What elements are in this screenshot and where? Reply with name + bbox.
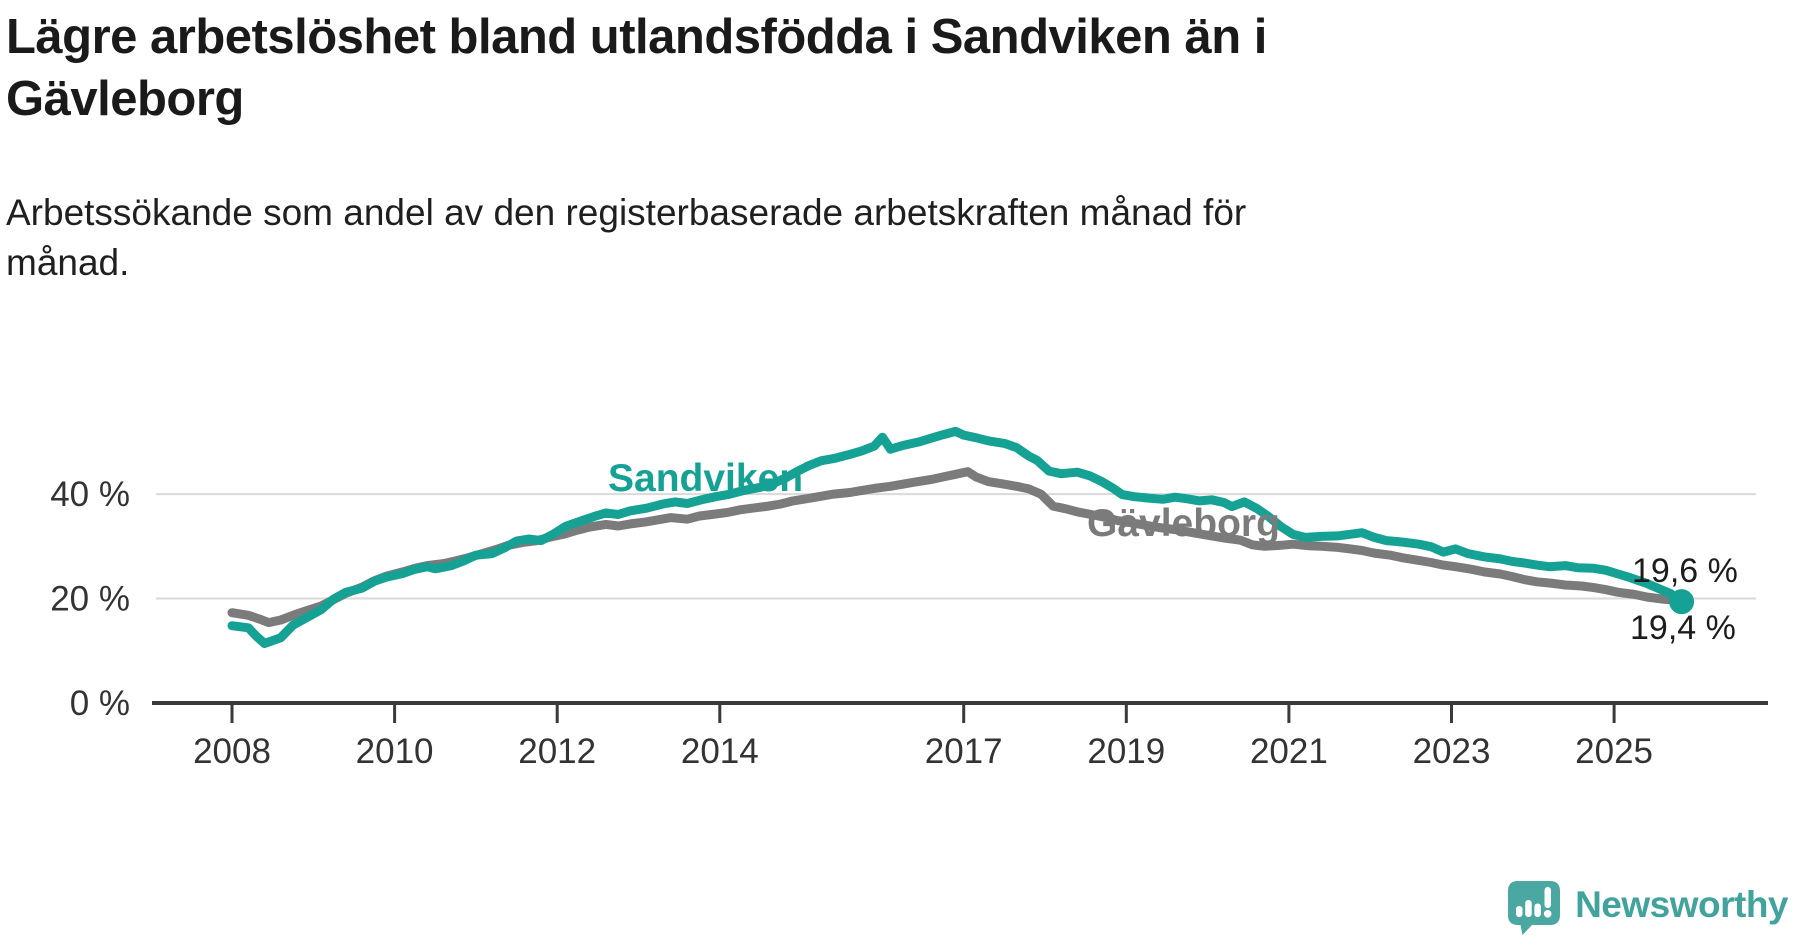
page-title-line1: Lägre arbetslöshet bland utlandsfödda i … — [6, 10, 1267, 64]
y-tick-label-20: 20 % — [50, 580, 130, 619]
y-tick-label-40: 40 % — [50, 475, 130, 514]
x-tick-label-2021: 2021 — [1250, 732, 1328, 771]
sandviken-line — [227, 426, 1687, 648]
page-title: Lägre arbetslöshet bland utlandsfödda i … — [6, 6, 1486, 130]
x-tick-label-2014: 2014 — [681, 732, 759, 771]
x-tick-label-2012: 2012 — [518, 732, 596, 771]
chart-subtitle: Arbetssökande som andel av den registerb… — [6, 188, 1486, 288]
series-label-gvleborg: Gävleborg — [1087, 502, 1280, 545]
x-tick-label-2008: 2008 — [193, 732, 271, 771]
newsworthy-logo-text: Newsworthy — [1575, 884, 1788, 925]
x-tick-label-2017: 2017 — [925, 732, 1003, 771]
chart-subtitle-line1: Arbetssökande som andel av den registerb… — [6, 192, 1247, 233]
x-tick-label-2010: 2010 — [356, 732, 434, 771]
series-label-sandviken: Sandviken — [608, 457, 803, 500]
x-tick-label-2019: 2019 — [1087, 732, 1165, 771]
newsworthy-logo: Newsworthy — [1505, 878, 1788, 936]
latest-value-dot — [1669, 589, 1695, 615]
end-value-label-gvleborg: 19,6 % — [1632, 552, 1738, 590]
page-title-line2: Gävleborg — [6, 72, 244, 126]
x-tick-label-2025: 2025 — [1575, 732, 1653, 771]
x-tick-label-2023: 2023 — [1413, 732, 1491, 771]
speech-bubble-bar-chart-icon — [1508, 881, 1561, 935]
y-tick-label-0: 0 % — [70, 684, 130, 723]
chart-subtitle-line2: månad. — [6, 242, 130, 283]
end-value-label-sandviken: 19,4 % — [1630, 609, 1736, 647]
